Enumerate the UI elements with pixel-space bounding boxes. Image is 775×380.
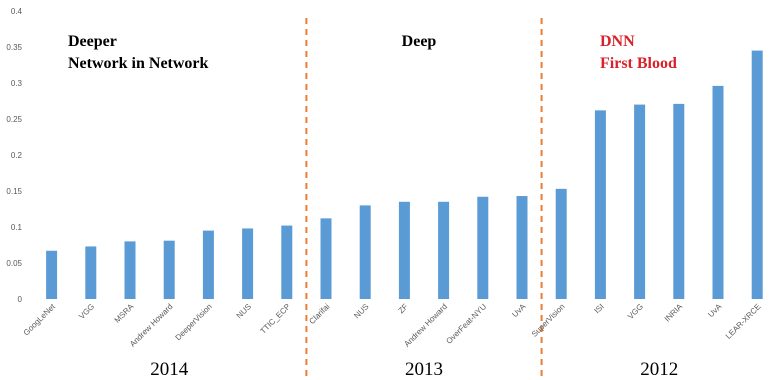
y-tick-label: 0.05 bbox=[6, 259, 22, 268]
bar bbox=[124, 241, 136, 299]
y-tick-label: 0.2 bbox=[11, 151, 23, 160]
bar bbox=[281, 225, 293, 299]
bar bbox=[594, 110, 606, 299]
bar bbox=[516, 196, 528, 299]
bar bbox=[673, 103, 685, 299]
y-tick-label: 0 bbox=[18, 295, 23, 304]
category-label: LEAR-XRCE bbox=[724, 302, 763, 341]
category-label: UvA bbox=[510, 302, 528, 320]
group-dividers bbox=[305, 18, 543, 380]
bar bbox=[751, 50, 763, 299]
category-label: Andrew Howard bbox=[128, 302, 175, 349]
category-label: DeeperVision bbox=[174, 302, 214, 342]
category-label: INRIA bbox=[663, 302, 685, 324]
bar bbox=[202, 230, 214, 299]
bar bbox=[555, 188, 567, 299]
category-label: Clarifai bbox=[307, 302, 331, 326]
category-label: NUS bbox=[235, 302, 253, 320]
bar bbox=[438, 201, 450, 299]
category-label: ISI bbox=[593, 302, 606, 315]
y-axis: 0 0.05 0.1 0.15 0.2 0.25 0.3 0.35 0.4 bbox=[6, 7, 22, 304]
group-title: Deeper bbox=[68, 33, 117, 50]
group-title: DNN bbox=[600, 33, 635, 50]
y-tick-label: 0.3 bbox=[11, 79, 23, 88]
category-label: MSRA bbox=[113, 302, 136, 325]
bars bbox=[46, 50, 763, 299]
category-label: TTIC_ECP bbox=[259, 302, 293, 336]
bar bbox=[712, 85, 724, 299]
bar bbox=[320, 218, 332, 299]
group-year-label: 2014 bbox=[150, 359, 189, 380]
category-label: Andrew Howard bbox=[402, 302, 449, 349]
bar bbox=[85, 246, 97, 299]
group-title: Deep bbox=[402, 33, 437, 50]
bar bbox=[46, 250, 58, 299]
bar bbox=[163, 240, 175, 299]
y-tick-label: 0.25 bbox=[6, 115, 22, 124]
bar bbox=[359, 205, 371, 299]
group-year-label: 2012 bbox=[640, 359, 678, 380]
y-tick-label: 0.35 bbox=[6, 43, 22, 52]
bar bbox=[242, 228, 254, 299]
category-label: UvA bbox=[706, 302, 724, 320]
category-label: ZF bbox=[397, 302, 410, 315]
bar bbox=[398, 201, 410, 299]
category-label: VGG bbox=[77, 302, 96, 321]
category-label: SuperVision bbox=[530, 302, 567, 339]
bar bbox=[634, 104, 646, 299]
bar bbox=[477, 196, 489, 299]
category-label: NUS bbox=[352, 302, 370, 320]
y-tick-label: 0.15 bbox=[6, 187, 22, 196]
group-title: First Blood bbox=[600, 55, 677, 72]
category-label: GoogLeNet bbox=[22, 302, 58, 338]
group-year-label: 2013 bbox=[405, 359, 443, 380]
group-title: Network in Network bbox=[68, 55, 209, 72]
category-label: VGG bbox=[626, 302, 645, 321]
group-labels: Deeper Network in Network 2014 Deep 2013 DNN F… bbox=[68, 33, 678, 380]
y-tick-label: 0.1 bbox=[11, 223, 23, 232]
category-label: OverFeat-NYU bbox=[444, 302, 488, 346]
y-tick-label: 0.4 bbox=[11, 7, 23, 16]
